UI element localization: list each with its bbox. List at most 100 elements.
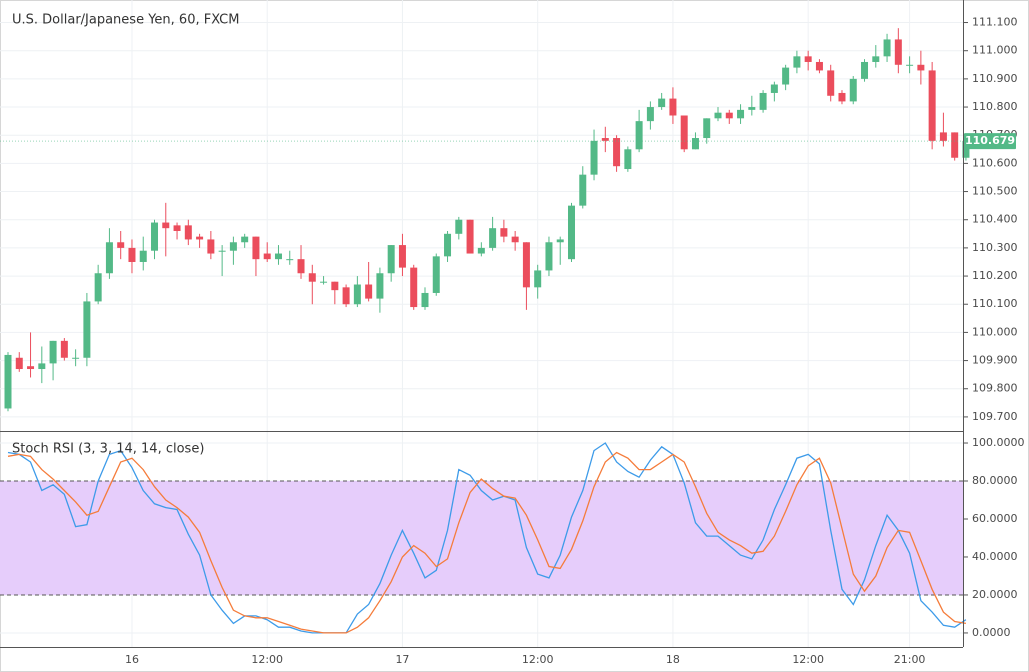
candle-body [635, 121, 643, 150]
candle-body [691, 138, 699, 150]
candle-body [748, 107, 756, 110]
candle-body [49, 340, 57, 364]
candle-body [184, 225, 192, 240]
labels: 16 12:00 17 12:00 18 12:00 21:00 109.700 109.800… [0, 16, 1025, 666]
candle-body [207, 239, 215, 254]
candle-body [658, 98, 666, 108]
candle-body [669, 98, 677, 116]
candle-body [27, 366, 35, 370]
last-price-tag [964, 133, 1016, 150]
y-tick-label: 40.0000 [972, 550, 1018, 563]
stoch-line [7, 442, 967, 634]
candle-body [320, 281, 328, 283]
candle-body [308, 273, 316, 282]
candle-body [263, 253, 271, 260]
candle-body [601, 138, 609, 141]
candle-body [579, 174, 587, 206]
candle-body [872, 56, 880, 62]
candle-body [928, 70, 936, 141]
candle-body [793, 56, 801, 68]
candle-body [522, 242, 530, 288]
candle-body [229, 242, 237, 251]
candle-body [894, 39, 902, 65]
candle-body [770, 84, 778, 93]
y-tick-label: 109.700 [972, 410, 1018, 423]
candle-body [838, 92, 846, 102]
band [0, 481, 963, 595]
y-tick-label: 111.100 [972, 16, 1018, 29]
candle-body [849, 78, 857, 102]
candle-body [218, 250, 226, 252]
candle-body [703, 118, 711, 139]
candle-body [568, 205, 575, 260]
candle-body [466, 219, 474, 254]
candle-body [342, 287, 350, 305]
candle-body [4, 354, 12, 409]
y-tick-label: 110.500 [972, 185, 1018, 198]
y-tick-label: 110.100 [972, 297, 1018, 310]
candle-body [489, 228, 497, 248]
candle-body [387, 245, 395, 274]
candle-body [105, 242, 113, 274]
candle-body [331, 281, 339, 291]
x-tick-label: 17 [395, 653, 409, 666]
candle-body [951, 132, 959, 158]
y-tick-label: 110.600 [972, 156, 1018, 169]
candle-body [128, 247, 136, 262]
candle-body [861, 61, 869, 79]
candle-body [511, 236, 519, 243]
y-tick-label: 100.0000 [972, 436, 1025, 449]
candle-body [444, 233, 452, 257]
candle-body [500, 228, 508, 237]
y-tick-label: 111.000 [972, 44, 1018, 57]
candle-body [15, 357, 23, 370]
candle-body [286, 259, 294, 261]
candle-body [556, 239, 564, 243]
y-tick-label: 0.0000 [972, 626, 1011, 639]
candle-body [297, 259, 305, 274]
indicator-title: Stoch RSI (3, 3, 14, 14, close) [12, 442, 204, 457]
candle-body [60, 340, 68, 358]
candle-body [737, 109, 745, 119]
candle-body [139, 250, 147, 262]
candle-body [173, 225, 181, 231]
candle-body [815, 61, 823, 71]
y-tick-label: 80.0000 [972, 474, 1018, 487]
last-price-label: 110.679 [965, 134, 1015, 147]
candle-body [590, 140, 598, 175]
y-tick-label: 110.200 [972, 269, 1018, 282]
candle-body [714, 112, 722, 119]
candle-body [274, 253, 282, 260]
candle-body [624, 149, 632, 170]
backdrop [0, 0, 963, 647]
x-tick-label: 12:00 [522, 653, 554, 666]
candle-body [252, 236, 260, 260]
candle-body [241, 236, 249, 243]
candle-body [646, 107, 654, 122]
stoch-line [7, 451, 967, 634]
y-tick-label: 109.800 [972, 382, 1018, 395]
candle-body [906, 64, 914, 66]
candle-body [545, 242, 553, 271]
candle-body [398, 245, 406, 268]
candle-body [477, 247, 485, 254]
y-tick-label: 60.0000 [972, 512, 1018, 525]
candle-body [680, 115, 688, 150]
x-tick-label: 12:00 [792, 653, 824, 666]
x-tick-label: 12:00 [251, 653, 283, 666]
candle-body [939, 132, 947, 141]
candle-body [613, 138, 621, 167]
y-tick-label: 109.900 [972, 354, 1018, 367]
candle-body [38, 363, 46, 370]
candle-body [759, 92, 767, 110]
chart-title: U.S. Dollar/Japanese Yen, 60, FXCM [12, 13, 239, 28]
candle-body [353, 284, 361, 305]
candle-body [421, 292, 429, 308]
y-tick-label: 110.300 [972, 241, 1018, 254]
candle-body [162, 222, 170, 229]
x-tick-label: 16 [125, 653, 139, 666]
candle-body [151, 222, 159, 251]
y-tick-label: 110.000 [972, 325, 1018, 338]
x-tick-label: 18 [666, 653, 680, 666]
